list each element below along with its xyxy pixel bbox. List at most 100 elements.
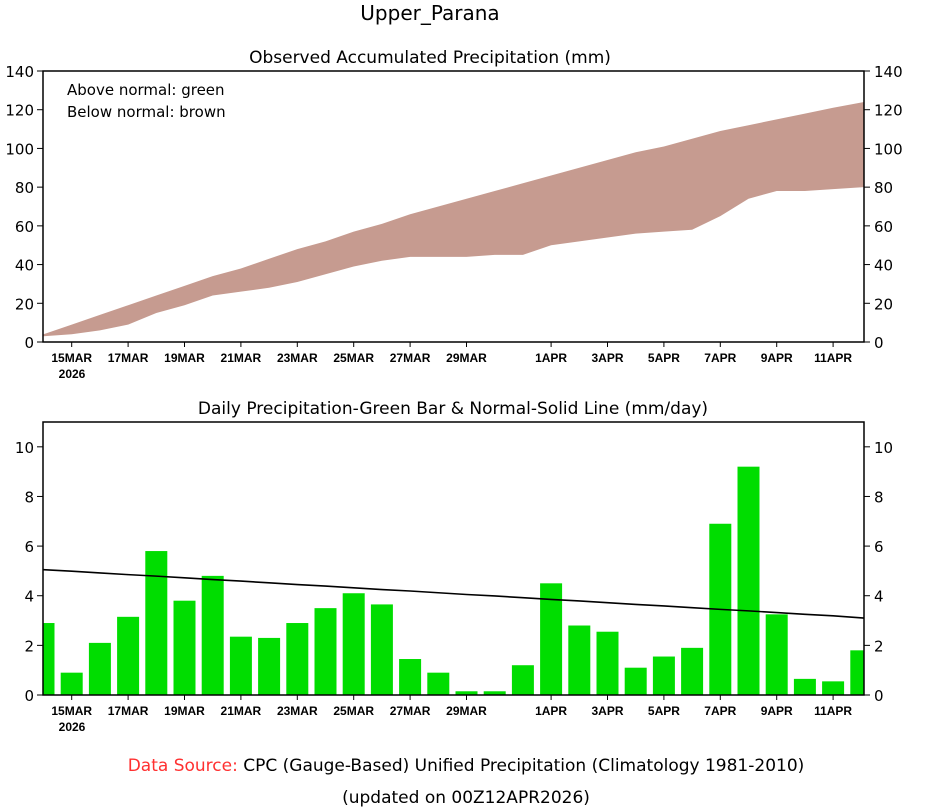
- daily-bar: [60, 672, 83, 695]
- normal-line-layer: [43, 568, 865, 619]
- y-tick-label-left: 120: [5, 102, 34, 120]
- x-tick-label: 11APR: [814, 704, 852, 718]
- daily-bar: [201, 575, 224, 695]
- daily-bar: [540, 583, 563, 695]
- daily-year-label: 2026: [59, 720, 86, 734]
- daily-chart-title: Daily Precipitation-Green Bar & Normal-S…: [198, 399, 708, 419]
- x-tick-label: 23MAR: [277, 704, 318, 718]
- daily-bar: [793, 678, 816, 695]
- y-tick-label-left: 6: [24, 538, 34, 556]
- y-tick-label-left: 0: [24, 687, 34, 705]
- x-tick-label: 7APR: [704, 351, 736, 365]
- y-tick-label-left: 10: [15, 439, 34, 457]
- accumulated-plot-frame: [42, 70, 865, 343]
- x-tick-label: 27MAR: [390, 351, 431, 365]
- daily-bar: [399, 659, 422, 695]
- data-source-line: Data Source: CPC (Gauge-Based) Unified P…: [128, 756, 805, 776]
- daily-bar: [117, 616, 140, 695]
- y-tick-label-right: 60: [874, 218, 893, 236]
- y-tick-label-left: 4: [24, 588, 34, 606]
- y-tick-label-right: 20: [874, 295, 893, 313]
- daily-bar: [822, 681, 845, 695]
- accumulated-chart-title: Observed Accumulated Precipitation (mm): [249, 48, 611, 68]
- accumulated-chart: Observed Accumulated Precipitation (mm) …: [5, 48, 902, 381]
- x-tick-label: 15MAR: [51, 704, 92, 718]
- x-tick-label: 27MAR: [390, 704, 431, 718]
- daily-bar: [314, 608, 337, 695]
- y-tick-label-left: 20: [15, 295, 34, 313]
- y-tick-label-right: 6: [874, 538, 884, 556]
- daily-bar: [342, 593, 365, 695]
- x-tick-label: 21MAR: [221, 351, 262, 365]
- x-tick-label: 17MAR: [108, 351, 149, 365]
- x-tick-label: 3APR: [591, 704, 623, 718]
- daily-bar: [43, 623, 55, 695]
- y-tick-label-right: 0: [874, 687, 884, 705]
- y-tick-label-left: 140: [5, 63, 34, 81]
- x-tick-label: 11APR: [814, 351, 852, 365]
- normal-line: [43, 568, 865, 619]
- y-tick-label-left: 80: [15, 179, 34, 197]
- daily-bar: [258, 637, 281, 695]
- x-tick-label: 15MAR: [51, 351, 92, 365]
- daily-bar: [455, 691, 478, 695]
- accumulated-year-label: 2026: [59, 367, 86, 381]
- x-tick-label: 1APR: [535, 351, 567, 365]
- below-normal-area: [43, 101, 864, 337]
- x-tick-label: 17MAR: [108, 704, 149, 718]
- daily-bar: [765, 614, 788, 695]
- x-tick-label: 7APR: [704, 704, 736, 718]
- daily-bar: [681, 647, 704, 695]
- y-tick-label-right: 100: [874, 140, 903, 158]
- x-tick-label: 19MAR: [164, 704, 205, 718]
- y-tick-label-left: 40: [15, 257, 34, 275]
- daily-bar: [624, 667, 647, 695]
- legend-below-normal: Below normal: brown: [67, 103, 226, 121]
- y-tick-label-right: 120: [874, 102, 903, 120]
- x-tick-label: 3APR: [591, 351, 623, 365]
- figure-title: Upper_Parana: [360, 1, 499, 25]
- daily-bar: [737, 466, 760, 695]
- daily-bar: [511, 665, 534, 695]
- x-tick-label: 25MAR: [333, 704, 374, 718]
- accumulated-x-axis: 15MAR 17MAR 19MAR 21MAR 23MAR 25MAR 27MAR 29MAR…: [51, 342, 852, 365]
- y-tick-label-right: 10: [874, 439, 893, 457]
- x-tick-label: 25MAR: [333, 351, 374, 365]
- daily-x-axis: 15MAR 17MAR 19MAR 21MAR 23MAR 25MAR 27MAR 29MAR…: [51, 695, 852, 718]
- x-tick-label: 29MAR: [446, 704, 487, 718]
- daily-bar: [427, 672, 450, 695]
- x-tick-label: 29MAR: [446, 351, 487, 365]
- daily-bar: [652, 656, 675, 695]
- y-tick-label-right: 0: [874, 334, 884, 352]
- daily-bar: [483, 691, 506, 695]
- accumulated-y-axis: 0 0 20 20 40 40 60 60 80 80 100 100 120 120 140 140: [5, 63, 902, 352]
- daily-bar: [370, 604, 393, 695]
- daily-bar: [850, 650, 864, 695]
- y-tick-label-right: 140: [874, 63, 903, 81]
- legend-above-normal: Above normal: green: [67, 81, 225, 99]
- accumulated-area-layer: [43, 101, 864, 337]
- y-tick-label-left: 8: [24, 488, 34, 506]
- x-tick-label: 9APR: [761, 704, 793, 718]
- y-tick-label-right: 80: [874, 179, 893, 197]
- data-source-text: CPC (Gauge-Based) Unified Precipitation …: [243, 756, 804, 776]
- x-tick-label: 5APR: [648, 704, 680, 718]
- daily-y-axis: 0 0 2 2 4 4 6 6 8 8 10 10: [15, 439, 893, 705]
- x-tick-label: 5APR: [648, 351, 680, 365]
- x-tick-label: 9APR: [761, 351, 793, 365]
- y-tick-label-right: 8: [874, 488, 884, 506]
- y-tick-label-left: 2: [24, 637, 34, 655]
- daily-bar: [229, 636, 252, 695]
- y-tick-label-right: 40: [874, 257, 893, 275]
- daily-bar: [145, 551, 168, 695]
- y-tick-label-left: 100: [5, 140, 34, 158]
- x-tick-label: 23MAR: [277, 351, 318, 365]
- data-source-label: Data Source:: [128, 756, 238, 776]
- daily-bar: [568, 625, 591, 695]
- y-tick-label-left: 60: [15, 218, 34, 236]
- y-tick-label-right: 2: [874, 637, 884, 655]
- x-tick-label: 21MAR: [221, 704, 262, 718]
- daily-bar: [286, 623, 309, 695]
- daily-bar: [88, 642, 111, 695]
